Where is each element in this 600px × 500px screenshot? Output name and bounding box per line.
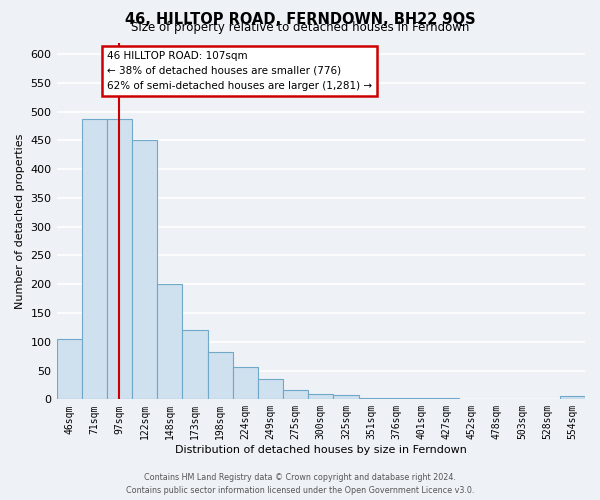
Bar xyxy=(258,378,283,400)
Bar xyxy=(107,119,132,400)
Y-axis label: Number of detached properties: Number of detached properties xyxy=(15,133,25,308)
Bar xyxy=(409,398,434,400)
Bar xyxy=(132,140,157,400)
Bar xyxy=(434,398,459,400)
Bar xyxy=(56,339,82,400)
Bar xyxy=(359,398,383,400)
Bar xyxy=(308,394,334,400)
Text: Contains HM Land Registry data © Crown copyright and database right 2024.
Contai: Contains HM Land Registry data © Crown c… xyxy=(126,474,474,495)
Text: Size of property relative to detached houses in Ferndown: Size of property relative to detached ho… xyxy=(131,22,469,35)
Text: 46 HILLTOP ROAD: 107sqm
← 38% of detached houses are smaller (776)
62% of semi-d: 46 HILLTOP ROAD: 107sqm ← 38% of detache… xyxy=(107,51,372,90)
Bar xyxy=(233,366,258,400)
X-axis label: Distribution of detached houses by size in Ferndown: Distribution of detached houses by size … xyxy=(175,445,467,455)
Bar xyxy=(157,284,182,400)
Bar xyxy=(182,330,208,400)
Bar xyxy=(283,390,308,400)
Bar xyxy=(334,394,359,400)
Text: 46, HILLTOP ROAD, FERNDOWN, BH22 9QS: 46, HILLTOP ROAD, FERNDOWN, BH22 9QS xyxy=(125,12,475,26)
Bar xyxy=(383,398,409,400)
Bar xyxy=(560,396,585,400)
Bar xyxy=(208,352,233,400)
Bar xyxy=(82,119,107,400)
